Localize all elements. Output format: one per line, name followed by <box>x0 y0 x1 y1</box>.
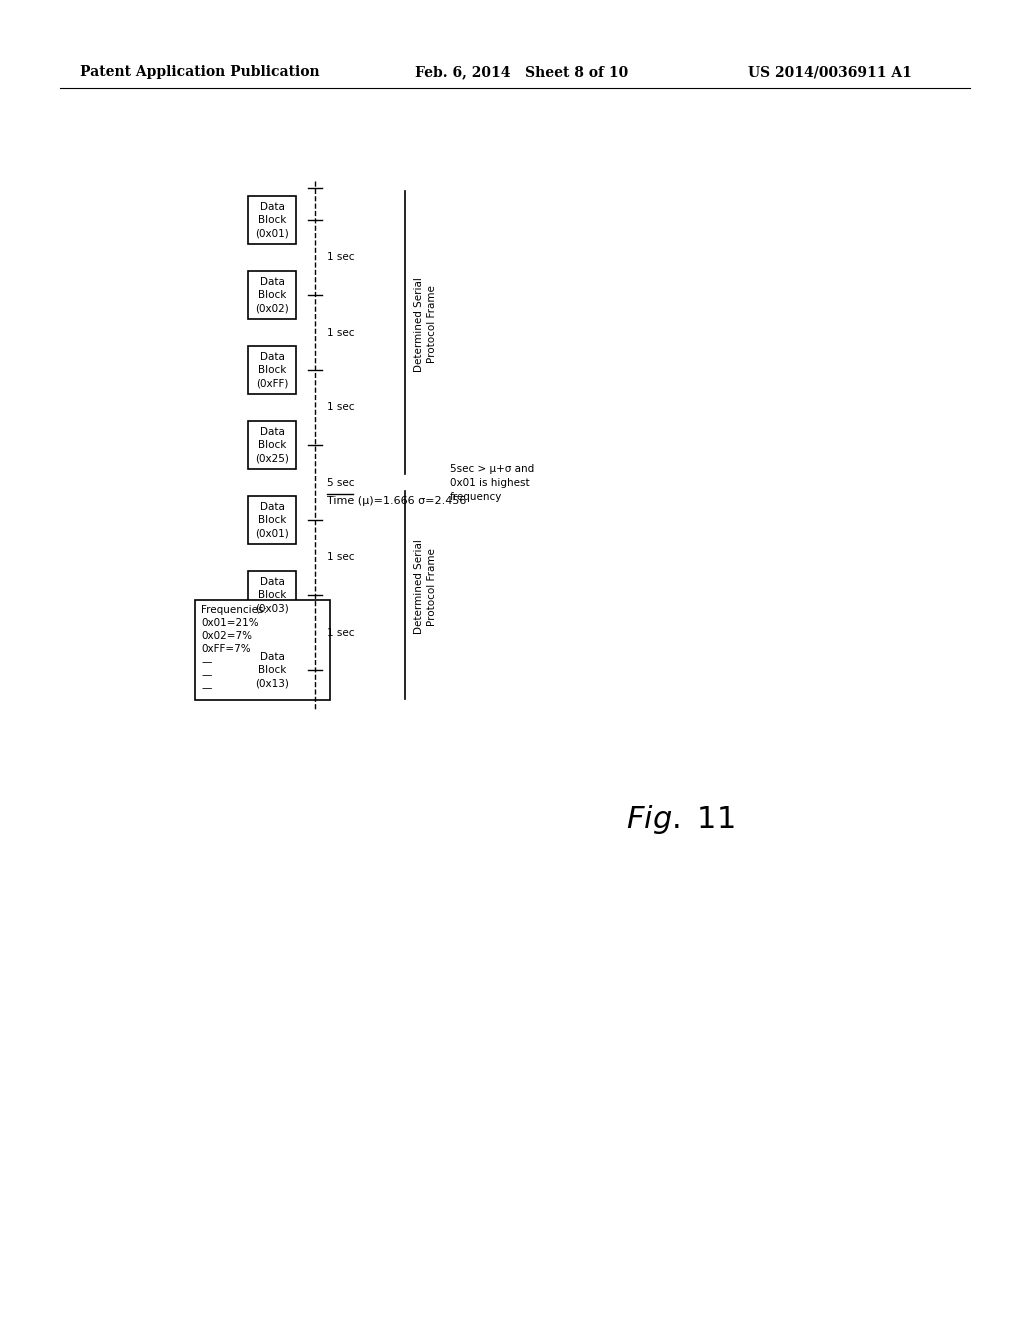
Text: Determined Serial: Determined Serial <box>414 540 424 635</box>
Text: 0x01 is highest: 0x01 is highest <box>450 478 529 487</box>
Text: 1 sec: 1 sec <box>327 403 354 412</box>
Text: Data: Data <box>259 577 285 586</box>
Text: 0x01=21%: 0x01=21% <box>201 618 259 628</box>
Text: Data: Data <box>259 351 285 362</box>
Text: (0x25): (0x25) <box>255 454 289 463</box>
Text: Data: Data <box>259 502 285 512</box>
FancyBboxPatch shape <box>248 572 296 619</box>
Text: Block: Block <box>258 440 286 450</box>
Text: 1 sec: 1 sec <box>327 627 354 638</box>
Text: 1 sec: 1 sec <box>327 327 354 338</box>
Text: —: — <box>201 657 211 667</box>
Text: Feb. 6, 2014   Sheet 8 of 10: Feb. 6, 2014 Sheet 8 of 10 <box>415 65 629 79</box>
Text: 0x02=7%: 0x02=7% <box>201 631 252 642</box>
Text: Data: Data <box>259 652 285 661</box>
Text: Protocol Frame: Protocol Frame <box>427 548 437 626</box>
Text: Block: Block <box>258 515 286 525</box>
Text: Frequencies:: Frequencies: <box>201 605 267 615</box>
Text: (0x01): (0x01) <box>255 528 289 539</box>
Text: frequency: frequency <box>450 491 503 502</box>
Text: 5sec > μ+σ and: 5sec > μ+σ and <box>450 463 535 474</box>
Text: (0x01): (0x01) <box>255 228 289 239</box>
Text: Protocol Frame: Protocol Frame <box>427 285 437 363</box>
FancyBboxPatch shape <box>248 346 296 393</box>
Text: Block: Block <box>258 665 286 675</box>
Text: US 2014/0036911 A1: US 2014/0036911 A1 <box>748 65 912 79</box>
Text: Patent Application Publication: Patent Application Publication <box>80 65 319 79</box>
Text: Data: Data <box>259 277 285 286</box>
Text: Block: Block <box>258 215 286 224</box>
FancyBboxPatch shape <box>248 496 296 544</box>
FancyBboxPatch shape <box>248 271 296 319</box>
FancyBboxPatch shape <box>248 645 296 694</box>
Text: Time (μ)=1.666 σ=2.456: Time (μ)=1.666 σ=2.456 <box>327 496 466 506</box>
Text: (0x02): (0x02) <box>255 304 289 313</box>
FancyBboxPatch shape <box>248 195 296 244</box>
FancyBboxPatch shape <box>195 601 330 700</box>
Text: Determined Serial: Determined Serial <box>414 277 424 372</box>
Text: (0xFF): (0xFF) <box>256 379 288 388</box>
Text: (0x03): (0x03) <box>255 603 289 614</box>
Text: Block: Block <box>258 290 286 300</box>
Text: 5 sec: 5 sec <box>327 478 354 487</box>
Text: Data: Data <box>259 202 285 211</box>
Text: —: — <box>201 682 211 693</box>
Text: Block: Block <box>258 590 286 601</box>
Text: —: — <box>201 671 211 680</box>
Text: $\it{Fig.\ 11}$: $\it{Fig.\ 11}$ <box>626 804 734 837</box>
Text: Block: Block <box>258 366 286 375</box>
Text: Data: Data <box>259 426 285 437</box>
Text: (0x13): (0x13) <box>255 678 289 689</box>
Text: 1 sec: 1 sec <box>327 252 354 263</box>
Text: 1 sec: 1 sec <box>327 553 354 562</box>
FancyBboxPatch shape <box>248 421 296 469</box>
Text: 0xFF=7%: 0xFF=7% <box>201 644 251 653</box>
